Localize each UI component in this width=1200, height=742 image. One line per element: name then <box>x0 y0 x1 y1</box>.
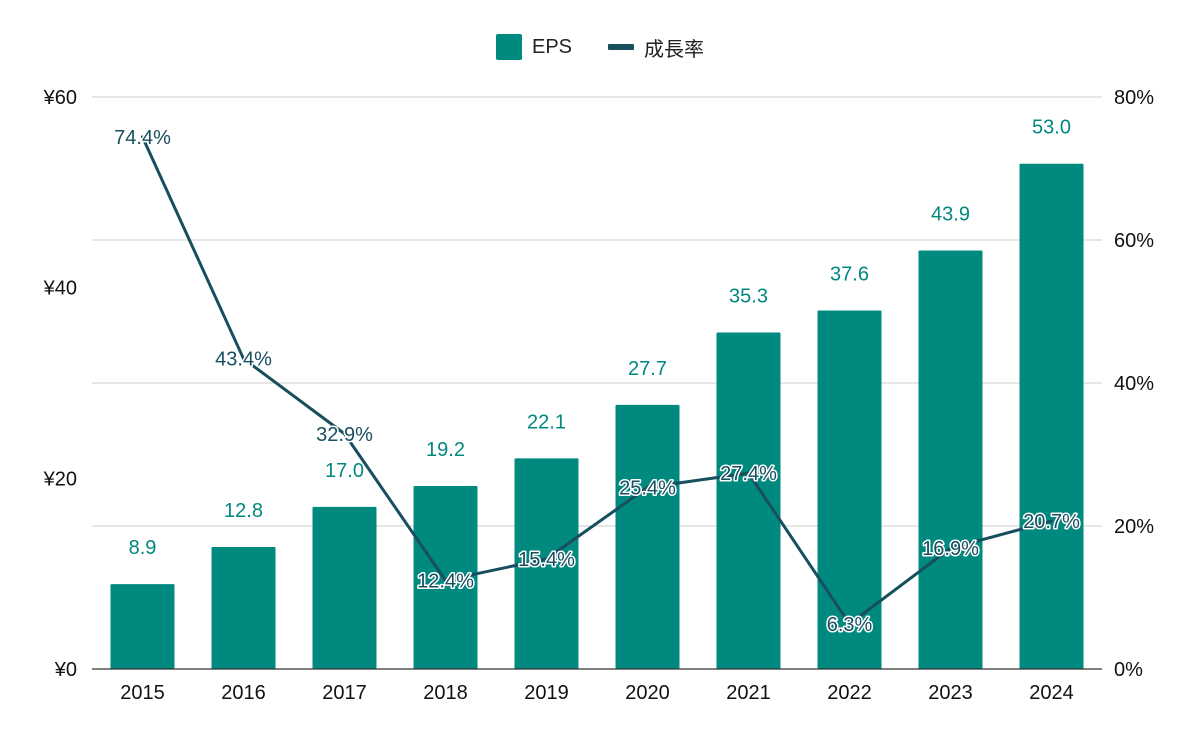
eps-bar <box>817 310 882 669</box>
growth-rate-value-label: 43.4% <box>215 349 272 371</box>
y-right-tick-label: 20% <box>1114 516 1154 538</box>
growth-rate-value-label: 12.4% <box>417 570 474 592</box>
legend-swatch-growth <box>608 44 635 50</box>
eps-bar-value-label: 22.1 <box>527 411 566 433</box>
legend-item-eps: EPS <box>495 34 573 60</box>
eps-bar <box>514 458 579 669</box>
chart-legend: EPS 成長率 <box>0 32 1200 62</box>
growth-rate-value-label: 25.4% <box>619 477 676 499</box>
eps-bar-value-label: 27.7 <box>628 358 667 380</box>
eps-bar <box>413 485 478 669</box>
line-series <box>141 135 1053 626</box>
x-tick-label: 2015 <box>120 682 165 704</box>
y-right-tick-label: 0% <box>1114 659 1143 681</box>
growth-rate-point <box>343 432 346 436</box>
eps-bar-value-label: 35.3 <box>729 285 768 307</box>
x-tick-label: 2022 <box>827 682 872 704</box>
eps-bar-value-label: 8.9 <box>129 537 157 559</box>
growth-rate-value-label: 20.7% <box>1023 511 1080 533</box>
x-tick-label: 2020 <box>625 682 670 704</box>
axes: ¥0 ¥20 ¥40 ¥60 0% 20% 40% 60% 80% 2015 2016 2017 201… <box>43 87 1155 704</box>
eps-bar-value-label: 12.8 <box>224 500 263 522</box>
eps-bar-value-label: 37.6 <box>830 264 869 286</box>
legend-swatch-eps <box>495 34 522 60</box>
x-tick-label: 2016 <box>221 682 266 704</box>
eps-bar-value-label: 17.0 <box>325 460 364 482</box>
y-right-tick-label: 60% <box>1114 230 1154 252</box>
legend-label-eps: EPS <box>531 35 573 58</box>
growth-rate-value-label: 15.4% <box>518 549 575 571</box>
y-left-tick-label: ¥40 <box>43 278 77 300</box>
line-value-labels: 74.4% 43.4% 32.9% 12.4% 15.4% 25.4% 27.4% 6.3% 1… <box>113 126 1082 638</box>
growth-rate-value-label: 27.4% <box>720 463 777 485</box>
growth-rate-line <box>141 135 1053 626</box>
y-left-tick-label: ¥60 <box>43 87 77 109</box>
eps-bar <box>1019 163 1084 669</box>
eps-bar <box>615 404 680 669</box>
legend-label-growth: 成長率 <box>644 38 705 61</box>
x-tick-label: 2017 <box>322 682 367 704</box>
growth-rate-value-label: 16.9% <box>922 538 979 560</box>
growth-rate-point <box>545 557 548 561</box>
growth-rate-value-label: 6.3% <box>827 614 873 636</box>
y-right-tick-label: 80% <box>1114 87 1154 109</box>
eps-bar <box>211 546 276 669</box>
growth-rate-value-label: 32.9% <box>316 424 373 446</box>
bar-series <box>110 163 1084 669</box>
x-tick-label: 2023 <box>928 682 973 704</box>
x-tick-label: 2018 <box>423 682 468 704</box>
legend-item-growth: 成長率 <box>608 33 704 62</box>
y-left-tick-label: ¥20 <box>43 468 77 490</box>
eps-bar-value-label: 19.2 <box>426 439 465 461</box>
x-tick-label: 2021 <box>726 682 771 704</box>
eps-bar <box>918 250 983 669</box>
growth-rate-point <box>949 546 952 550</box>
growth-rate-point <box>646 485 649 489</box>
growth-rate-point <box>747 471 750 475</box>
y-right-tick-label: 40% <box>1114 373 1154 395</box>
growth-rate-value-label: 74.4% <box>114 127 171 149</box>
eps-bar <box>312 506 377 669</box>
growth-rate-point <box>444 578 447 582</box>
eps-bar-value-label: 43.9 <box>931 203 970 225</box>
growth-rate-point <box>1050 519 1053 523</box>
x-tick-label: 2019 <box>524 682 569 704</box>
growth-rate-point <box>848 622 851 626</box>
eps-bar <box>716 332 781 669</box>
growth-rate-point <box>141 135 144 139</box>
x-tick-label: 2024 <box>1029 682 1074 704</box>
y-left-tick-label: ¥0 <box>54 659 77 681</box>
growth-rate-point <box>242 357 245 361</box>
eps-bar-value-label: 53.0 <box>1032 117 1071 139</box>
eps-bar <box>110 584 175 669</box>
bar-value-labels: 8.9 12.8 17.0 19.2 22.1 27.7 35.3 37.6 43.9 53.0 <box>129 117 1071 559</box>
